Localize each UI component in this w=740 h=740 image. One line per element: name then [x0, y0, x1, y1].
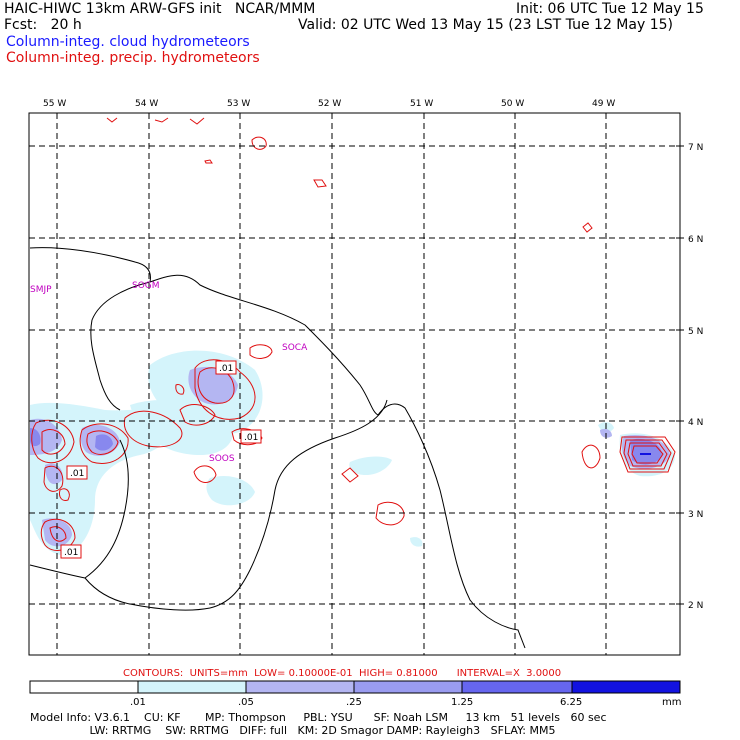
- station-label: SOOS: [209, 454, 235, 464]
- lat-label: 2 N: [688, 601, 703, 611]
- contour-label: .01: [219, 364, 233, 374]
- colorbar-unit: mm: [662, 697, 681, 708]
- lon-label: 55 W: [43, 99, 66, 109]
- model-info-line1: Model Info: V3.6.1 CU: KF MP: Thompson P…: [30, 711, 607, 724]
- cloud-shading-dark: [30, 428, 662, 465]
- legend-cloud-label: Column-integ. cloud hydrometeors: [6, 34, 250, 50]
- header-line1-right: Init: 06 UTC Tue 12 May 15: [516, 1, 704, 17]
- header-line2-left: Fcst: 20 h: [4, 17, 82, 33]
- contour-label: .01: [64, 548, 78, 558]
- station-label: SOCA: [282, 343, 308, 353]
- colorbar-tick: 1.25: [451, 697, 473, 708]
- station-label: SOGM: [132, 281, 160, 291]
- lon-label: 52 W: [318, 99, 341, 109]
- lon-label: 51 W: [410, 99, 433, 109]
- contour-label: .01: [244, 433, 258, 443]
- model-info-line2: LW: RRTMG SW: RRTMG DIFF: full KM: 2D Sm…: [30, 724, 556, 737]
- lon-label: 49 W: [592, 99, 615, 109]
- lat-label: 6 N: [688, 235, 703, 245]
- map-frame: [28, 112, 681, 656]
- lat-label: 4 N: [688, 418, 703, 428]
- lon-label: 50 W: [501, 99, 524, 109]
- station-label: SMJP: [30, 285, 52, 295]
- colorbar-tick: 6.25: [560, 697, 582, 708]
- colorbar-tick: .01: [130, 697, 146, 708]
- lat-label: 3 N: [688, 510, 703, 520]
- precip-contours: [31, 117, 676, 551]
- legend-precip-label: Column-integ. precip. hydrometeors: [6, 50, 260, 66]
- coastline: [29, 247, 526, 649]
- contours-info: CONTOURS: UNITS=mm LOW= 0.10000E-01 HIGH…: [123, 668, 562, 679]
- contour-label: .01: [70, 469, 84, 479]
- header-line2-right: Valid: 02 UTC Wed 13 May 15 (23 LST Tue …: [298, 17, 673, 33]
- lon-label: 54 W: [135, 99, 158, 109]
- lat-label: 5 N: [688, 327, 703, 337]
- colorbar-tick: .25: [346, 697, 362, 708]
- lat-lon-grid: [29, 113, 680, 655]
- lat-label: 7 N: [688, 143, 703, 153]
- header-line1-left: HAIC-HIWC 13km ARW-GFS init NCAR/MMM: [4, 1, 316, 17]
- lon-label: 53 W: [227, 99, 250, 109]
- colorbar: [29, 680, 681, 694]
- colorbar-tick: .05: [238, 697, 254, 708]
